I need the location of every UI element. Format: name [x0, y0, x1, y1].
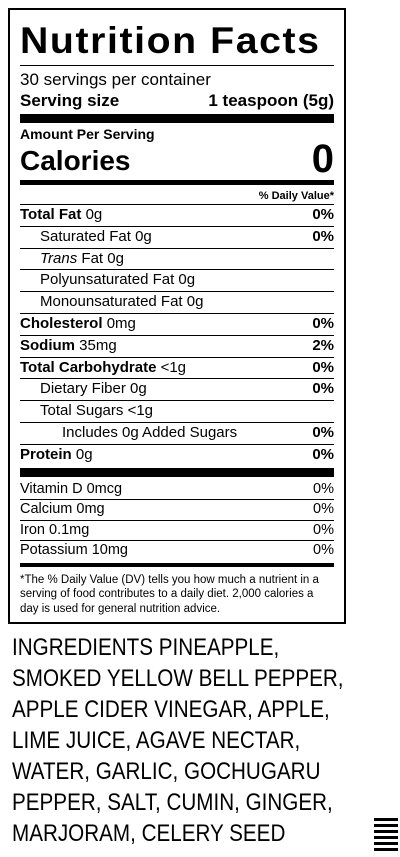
nutrient-name: Dietary Fiber — [40, 380, 126, 398]
ingredients-line: LIME JUICE, AGAVE NECTAR, — [12, 727, 301, 754]
daily-value-footnote: *The % Daily Value (DV) tells you how mu… — [20, 573, 319, 615]
vitamin-name: Calcium 0mg — [20, 501, 105, 518]
thick-divider — [20, 467, 334, 477]
nutrient-row-saturated-fat: Saturated Fat 0g 0% — [20, 225, 334, 248]
vitamin-row: Iron 0.1mg 0% — [20, 519, 334, 541]
vitamin-list: Vitamin D 0mcg 0% Calcium 0mg 0% Iron 0.… — [20, 480, 334, 561]
nutrition-facts-panel: Nutrition Facts 30 servings per containe… — [8, 8, 346, 624]
nutrition-title: Nutrition Facts — [20, 20, 321, 61]
nutrient-amount: <1g — [127, 402, 154, 420]
nutrient-name: Total Sugars — [40, 402, 124, 420]
amount-per-serving: Amount Per Serving — [20, 126, 155, 142]
nutrient-dv: 0% — [312, 423, 334, 441]
nutrient-row-total-fat: Total Fat 0g 0% — [20, 205, 334, 226]
nutrient-row-cholesterol: Cholesterol 0mg 0% — [20, 312, 334, 335]
nutrient-name: Cholesterol — [20, 314, 103, 332]
nutrient-dv: 0% — [312, 358, 334, 376]
calories-value: 0 — [311, 137, 334, 181]
vitamin-dv: 0% — [313, 521, 334, 538]
nutrient-row-sodium: Sodium 35mg 2% — [20, 334, 334, 357]
nutrient-dv: 0% — [312, 445, 334, 463]
nutrient-row-protein: Protein 0g 0% — [20, 443, 334, 466]
nutrient-name: Total Carbohydrate — [20, 358, 157, 376]
nutrient-amount: 0g — [186, 293, 204, 311]
ingredients-line: INGREDIENTS PINEAPPLE, — [12, 634, 280, 661]
nutrient-amount: 0g — [75, 445, 93, 463]
vitamin-name: Iron 0.1mg — [20, 521, 90, 538]
nutrient-name: Total Fat — [20, 206, 82, 223]
nutrient-name: Sodium — [20, 336, 75, 354]
nutrient-name: Monounsaturated Fat — [40, 293, 183, 311]
nutrient-row-polyunsaturated-fat: Polyunsaturated Fat 0g — [20, 269, 334, 291]
serving-size-row: Serving size 1 teaspoon (5g) — [20, 90, 334, 112]
nutrient-dv: 2% — [312, 336, 334, 354]
nutrient-row-total-sugars: Total Sugars <1g — [20, 400, 334, 422]
servings-per-container: 30 servings per container — [20, 70, 211, 89]
vitamin-row: Potassium 10mg 0% — [20, 540, 334, 561]
divider — [20, 65, 334, 66]
ingredients-line: MARJORAM, CELERY SEED — [12, 820, 286, 847]
serving-size-label: Serving size — [20, 91, 120, 110]
ingredients-line: APPLE CIDER VINEGAR, APPLE, — [12, 696, 330, 723]
nutrient-name: Protein — [20, 445, 72, 463]
footnote-divider — [20, 562, 334, 567]
nutrient-list: Total Fat 0g 0% Saturated Fat 0g 0% Tran… — [20, 205, 334, 466]
nutrient-amount: <1g — [160, 358, 187, 376]
nutrient-amount: 0g — [85, 206, 103, 223]
calories-row: Calories 0 — [20, 137, 334, 181]
thick-divider — [20, 114, 334, 123]
nutrient-dv: 0% — [312, 380, 334, 398]
daily-value-header: % Daily Value* — [20, 188, 334, 205]
nutrient-amount: 0mg — [106, 314, 136, 332]
nutrient-row-added-sugars: Includes 0g Added Sugars 0% — [20, 421, 334, 444]
nutrient-name: Polyunsaturated Fat — [40, 271, 175, 289]
nutrient-amount: 0g — [130, 380, 147, 398]
calories-label: Calories — [20, 145, 131, 176]
nutrient-amount: 35mg — [79, 336, 117, 354]
nutrient-name: Includes 0g Added Sugars — [62, 423, 238, 441]
nutrient-dv: 0% — [312, 206, 334, 223]
medium-divider — [20, 180, 334, 185]
nutrient-amount: 0g — [135, 227, 152, 245]
vitamin-dv: 0% — [313, 542, 334, 559]
vitamin-row: Calcium 0mg 0% — [20, 499, 334, 520]
vitamin-row: Vitamin D 0mcg 0% — [20, 480, 334, 500]
serving-size-value: 1 teaspoon (5g) — [208, 91, 334, 110]
nutrient-row-monounsaturated-fat: Monounsaturated Fat 0g — [20, 291, 334, 313]
nutrient-name: Trans — [40, 249, 78, 267]
nutrient-dv: 0% — [312, 314, 334, 332]
nutrient-row-total-carbohydrate: Total Carbohydrate <1g 0% — [20, 356, 334, 379]
vitamin-dv: 0% — [313, 480, 334, 497]
ingredients-line: WATER, GARLIC, GOCHUGARU — [12, 758, 321, 785]
vitamin-name: Potassium 10mg — [20, 542, 128, 559]
ingredients-line: PEPPER, SALT, CUMIN, GINGER, — [12, 789, 333, 816]
nutrient-dv: 0% — [312, 227, 334, 245]
ingredients-text: INGREDIENTS PINEAPPLE, SMOKED YELLOW BEL… — [12, 632, 390, 849]
nutrient-amount: Fat 0g — [81, 249, 124, 267]
vitamin-name: Vitamin D 0mcg — [20, 480, 123, 497]
nutrient-row-dietary-fiber: Dietary Fiber 0g 0% — [20, 378, 334, 400]
barcode-icon — [374, 818, 398, 854]
nutrient-row-trans-fat: Trans Fat 0g — [20, 247, 334, 270]
vitamin-dv: 0% — [313, 501, 334, 518]
ingredients-line: SMOKED YELLOW BELL PEPPER, — [12, 665, 344, 692]
nutrient-name: Saturated Fat — [40, 227, 131, 245]
nutrient-amount: 0g — [178, 271, 196, 289]
